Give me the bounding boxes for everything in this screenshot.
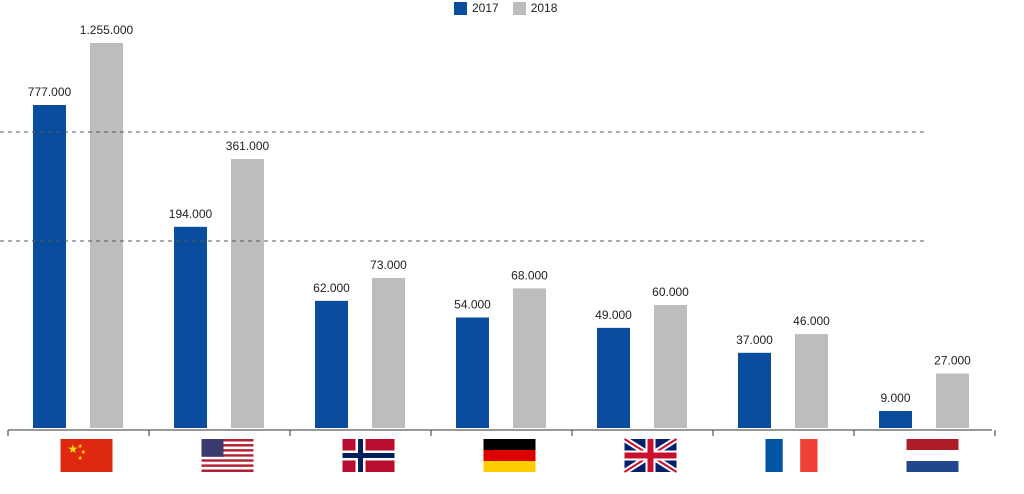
legend-swatch-2018 <box>512 1 526 15</box>
bar-2017-0 <box>33 105 66 428</box>
legend-item-2018: 2018 <box>512 1 558 15</box>
bar-value-label: 27.000 <box>934 354 971 368</box>
france-flag-icon <box>765 439 818 472</box>
svg-text:★: ★ <box>81 449 86 456</box>
legend-label-2018: 2018 <box>530 1 558 15</box>
bar-2017-3 <box>456 317 489 428</box>
usa-flag-icon <box>201 439 254 472</box>
bar-2018-3 <box>513 288 546 428</box>
bar-2018-5 <box>795 334 828 428</box>
china-flag-icon: ★ ★★★ <box>60 439 113 472</box>
bars-group <box>33 43 969 428</box>
bar-value-label: 46.000 <box>793 314 830 328</box>
bar-2017-2 <box>315 300 348 428</box>
legend-label-2017: 2017 <box>472 1 499 15</box>
svg-text:★: ★ <box>78 443 83 450</box>
bar-2017-1 <box>174 226 207 428</box>
svg-text:★: ★ <box>68 442 79 456</box>
bar-2018-2 <box>372 278 405 428</box>
bar-value-label: 49.000 <box>595 308 632 322</box>
bar-value-label: 68.000 <box>511 268 548 282</box>
norway-flag-icon <box>342 439 395 472</box>
bar-value-label: 54.000 <box>454 297 491 311</box>
svg-text:★: ★ <box>78 455 83 462</box>
bar-2017-6 <box>879 411 912 428</box>
bar-value-label: 361.000 <box>226 139 270 153</box>
bar-2018-0 <box>90 43 123 428</box>
x-axis <box>7 429 996 436</box>
legend: 2017 2018 <box>454 0 571 16</box>
bar-2018-1 <box>231 159 264 428</box>
bar-value-label: 194.000 <box>169 207 213 221</box>
bar-2018-4 <box>654 305 687 428</box>
value-labels-group: 777.000 1.255.000 194.000 361.000 62.000 73.0… <box>28 23 971 405</box>
bar-value-label: 777.000 <box>28 85 72 99</box>
bar-value-label: 73.000 <box>370 258 407 272</box>
bar-value-label: 1.255.000 <box>80 23 134 37</box>
bar-2017-5 <box>738 352 771 428</box>
netherlands-flag-icon <box>906 439 959 472</box>
bar-value-label: 62.000 <box>313 281 350 295</box>
legend-swatch-2017 <box>454 1 467 15</box>
bar-value-label: 9.000 <box>880 391 910 405</box>
bar-value-label: 60.000 <box>652 285 689 299</box>
bar-value-label: 37.000 <box>736 333 773 347</box>
bar-2017-4 <box>597 327 630 428</box>
flags-group: ★ ★★★ <box>60 436 959 475</box>
uk-flag-icon <box>622 436 679 475</box>
bar-2018-6 <box>936 373 969 428</box>
germany-flag-icon <box>483 439 536 472</box>
legend-item-2017: 2017 <box>454 1 499 15</box>
